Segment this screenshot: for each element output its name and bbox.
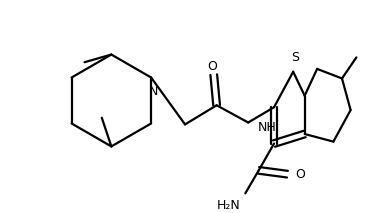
Text: H₂N: H₂N: [217, 199, 241, 212]
Text: O: O: [207, 60, 217, 73]
Text: O: O: [295, 168, 305, 181]
Text: N: N: [148, 85, 158, 98]
Text: NH: NH: [258, 121, 276, 134]
Text: S: S: [291, 51, 299, 64]
